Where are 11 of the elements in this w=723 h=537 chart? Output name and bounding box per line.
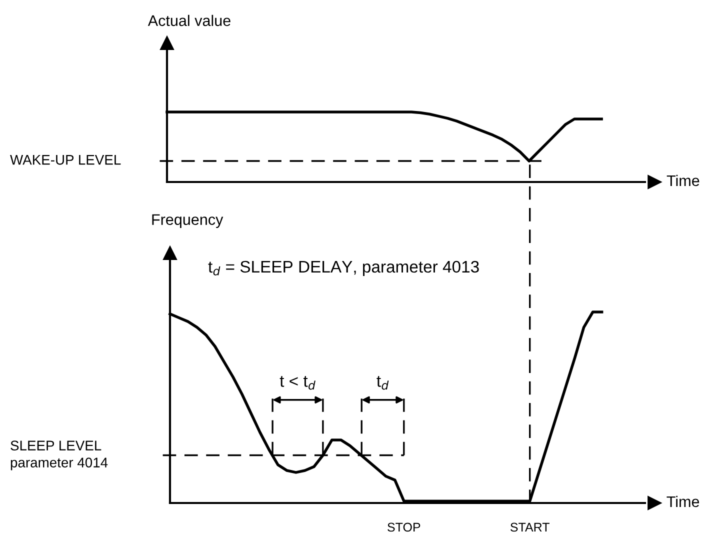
annotation: t < t$_{d}$: [280, 376, 316, 390]
annotation: t$_{d}$: [376, 376, 389, 390]
x-tick-label: START: [510, 522, 550, 532]
y-axis-title: Actual value: [148, 14, 230, 26]
x-axis-title: Time: [666, 174, 700, 186]
x-axis-title: Time: [666, 496, 700, 508]
text: t$_{d}$ = SLEEP DELAY, parameter 4013: [208, 260, 479, 276]
ref-line-label: WAKE-UP LEVEL: [10, 155, 121, 165]
x-tick-label: STOP: [388, 522, 420, 532]
y-axis-title: Frequency: [152, 214, 224, 228]
ref-line-label: SLEEP LEVEL parameter 4014: [10, 440, 108, 470]
